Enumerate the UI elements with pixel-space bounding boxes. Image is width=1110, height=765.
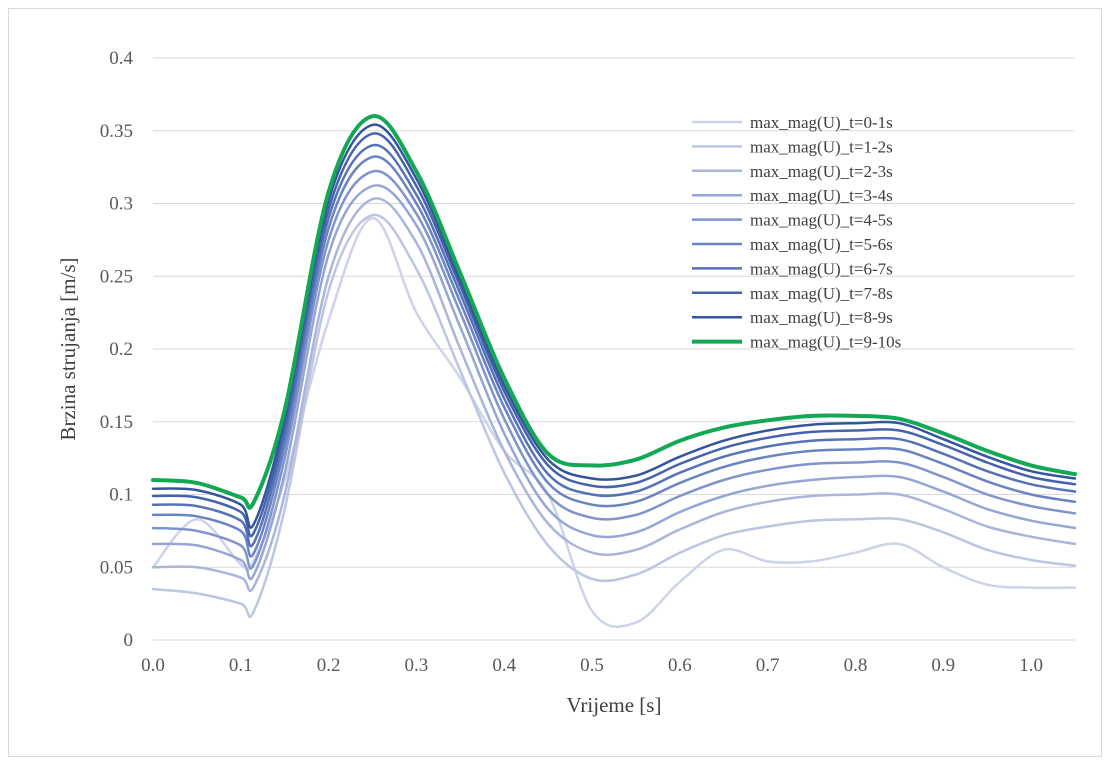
legend-label-5: max_mag(U)_t=4-5s [750,211,893,230]
x-tick-label: 0.6 [668,655,692,676]
x-tick-label: 0.8 [844,655,868,676]
legend-label-8: max_mag(U)_t=7-8s [750,284,893,303]
series-line-3 [151,197,1077,593]
x-tick-label: 0.7 [756,655,780,676]
series-line-6 [151,155,1077,558]
x-tick-label: 0.0 [141,655,165,676]
legend: max_mag(U)_t=0-1s max_mag(U)_t=1-2s max_ma… [692,113,901,352]
y-axis-ticks: 0 0.05 0.1 0.15 0.2 0.25 0.3 0.35 0.4 [100,48,134,651]
x-tick-label: 1.0 [1019,655,1043,676]
gridlines [153,57,1075,641]
y-tick-label: 0.2 [109,339,133,360]
legend-label-10: max_mag(U)_t=9-10s [750,333,901,352]
chart-frame [8,8,1102,757]
y-tick-label: 0 [124,630,134,651]
y-tick-label: 0.3 [109,194,133,215]
series-line-7 [151,143,1077,548]
y-tick-label: 0.05 [100,557,133,578]
y-tick-label: 0.1 [109,485,133,506]
x-tick-label: 0.9 [931,655,955,676]
series-line-5 [151,169,1077,570]
series-line-9 [151,123,1077,529]
x-tick-label: 0.3 [405,655,429,676]
x-axis-ticks: 0.0 0.1 0.2 0.3 0.4 0.5 0.6 0.7 0.8 0.9 1.0 [141,655,1043,676]
x-tick-label: 0.2 [317,655,341,676]
y-tick-label: 0.4 [109,48,133,69]
x-tick-label: 0.4 [492,655,516,676]
series-line-10 [151,114,1077,510]
legend-label-1: max_mag(U)_t=0-1s [750,113,893,132]
series-lines [151,114,1077,628]
legend-label-4: max_mag(U)_t=3-4s [750,186,893,205]
series-line-2 [151,213,1077,619]
legend-label-7: max_mag(U)_t=6-7s [750,259,893,278]
y-tick-label: 0.35 [100,121,133,142]
legend-label-3: max_mag(U)_t=2-3s [750,162,893,181]
y-axis-title: Brzina strujanja [m/s] [56,257,80,440]
x-axis-title: Vrijeme [s] [567,693,662,717]
legend-label-6: max_mag(U)_t=5-6s [750,235,893,254]
legend-label-9: max_mag(U)_t=8-9s [750,308,893,327]
series-line-8 [151,132,1077,538]
y-tick-label: 0.25 [100,266,133,287]
legend-label-2: max_mag(U)_t=1-2s [750,137,893,156]
x-tick-label: 0.5 [580,655,604,676]
y-tick-label: 0.15 [100,412,133,433]
series-line-4 [151,184,1077,581]
x-tick-label: 0.1 [229,655,253,676]
